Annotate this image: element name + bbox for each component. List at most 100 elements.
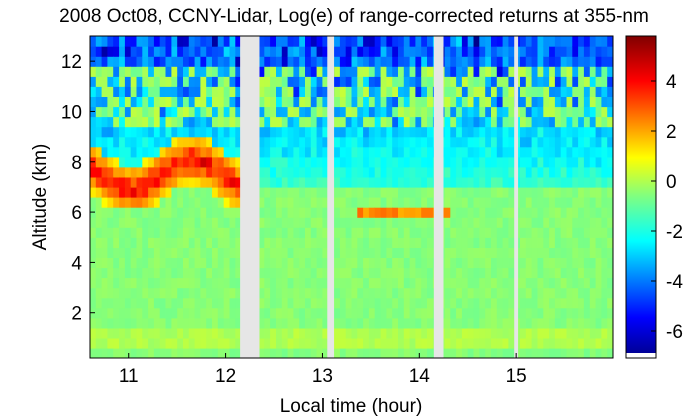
- heatmap-cell: [531, 277, 538, 289]
- heatmap-cell: [119, 307, 126, 319]
- heatmap-cell: [421, 106, 428, 118]
- heatmap-cell: [496, 287, 504, 299]
- heatmap-cell: [293, 116, 300, 128]
- heatmap-cell: [578, 227, 585, 238]
- heatmap-cell: [107, 66, 114, 77]
- heatmap-cell: [456, 166, 463, 178]
- heatmap-cell: [113, 116, 120, 128]
- heatmap-cell: [607, 257, 613, 269]
- heatmap-cell: [95, 46, 103, 57]
- heatmap-cell: [316, 307, 323, 319]
- heatmap-cell: [473, 347, 480, 358]
- heatmap-cell: [583, 56, 591, 67]
- heatmap-cell: [508, 337, 515, 349]
- heatmap-cell: [107, 317, 114, 329]
- heatmap-cell: [136, 247, 143, 258]
- heatmap-cell: [566, 327, 573, 339]
- heatmap-cell: [95, 207, 103, 218]
- heatmap-cell: [95, 176, 103, 188]
- heatmap-cell: [607, 96, 613, 108]
- heatmap-cell: [287, 106, 294, 118]
- heatmap-cell: [119, 186, 126, 198]
- heatmap-cell: [444, 257, 451, 269]
- heatmap-cell: [171, 46, 178, 57]
- heatmap-cell: [589, 347, 597, 358]
- heatmap-cell: [345, 347, 353, 358]
- heatmap-cell: [188, 166, 196, 178]
- heatmap-cell: [206, 317, 213, 329]
- heatmap-cell: [171, 247, 178, 258]
- heatmap-cell: [421, 76, 428, 87]
- heatmap-cell: [543, 46, 550, 57]
- heatmap-cell: [264, 66, 271, 77]
- heatmap-cell: [427, 96, 434, 108]
- heatmap-cell: [485, 347, 492, 358]
- heatmap-cell: [339, 186, 347, 198]
- heatmap-cell: [485, 307, 492, 319]
- heatmap-cell: [601, 156, 608, 168]
- heatmap-cell: [90, 86, 97, 97]
- heatmap-cell: [258, 96, 265, 108]
- heatmap-cell: [421, 46, 428, 57]
- heatmap-cell: [491, 146, 498, 158]
- heatmap-cell: [537, 126, 544, 138]
- heatmap-cell: [177, 327, 184, 339]
- heatmap-cell: [554, 86, 562, 97]
- heatmap-cell: [229, 86, 236, 97]
- heatmap-cell: [607, 146, 613, 158]
- heatmap-cell: [270, 176, 277, 188]
- heatmap-cell: [444, 267, 451, 279]
- heatmap-cell: [363, 56, 370, 67]
- heatmap-cell: [107, 247, 114, 258]
- heatmap-cell: [496, 146, 504, 158]
- heatmap-cell: [537, 106, 544, 118]
- heatmap-cell: [258, 146, 265, 158]
- heatmap-cell: [322, 66, 329, 77]
- heatmap-cell: [316, 86, 323, 97]
- heatmap-cell: [502, 76, 509, 87]
- heatmap-cell: [374, 46, 382, 57]
- heatmap-cell: [113, 307, 120, 319]
- heatmap-cell: [276, 267, 283, 279]
- heatmap-cell: [299, 197, 306, 208]
- heatmap-cell: [415, 36, 422, 47]
- heatmap-cell: [229, 347, 236, 358]
- heatmap-cell: [409, 267, 416, 279]
- heatmap-cell: [322, 327, 329, 339]
- heatmap-cell: [299, 297, 306, 309]
- heatmap-cell: [491, 297, 498, 309]
- heatmap-cell: [357, 176, 364, 188]
- heatmap-cell: [165, 267, 172, 279]
- heatmap-cell: [171, 267, 178, 279]
- heatmap-cell: [595, 287, 602, 299]
- heatmap-cell: [316, 96, 323, 108]
- heatmap-cell: [560, 197, 568, 208]
- heatmap-cell: [403, 227, 411, 238]
- heatmap-cell: [549, 76, 556, 87]
- heatmap-cell: [299, 46, 306, 57]
- heatmap-cell: [107, 46, 114, 57]
- heatmap-cell: [525, 227, 533, 238]
- heatmap-cell: [119, 347, 126, 358]
- heatmap-cell: [113, 56, 120, 67]
- heatmap-cell: [310, 267, 318, 279]
- heatmap-cell: [589, 217, 597, 228]
- heatmap-cell: [270, 277, 277, 289]
- heatmap-cell: [334, 126, 341, 138]
- heatmap-cell: [310, 277, 318, 289]
- heatmap-cell: [194, 96, 201, 108]
- heatmap-cell: [194, 136, 201, 148]
- heatmap-cell: [212, 207, 219, 218]
- heatmap-cell: [473, 116, 480, 128]
- heatmap-cell: [560, 347, 568, 358]
- heatmap-cell: [549, 96, 556, 108]
- heatmap-cell: [223, 36, 231, 47]
- heatmap-cell: [485, 257, 492, 269]
- heatmap-cell: [415, 277, 422, 289]
- heatmap-cell: [130, 136, 138, 148]
- heatmap-cell: [566, 66, 573, 77]
- heatmap-cell: [148, 257, 155, 269]
- heatmap-cell: [90, 317, 97, 329]
- heatmap-cell: [444, 317, 451, 329]
- heatmap-cell: [345, 247, 353, 258]
